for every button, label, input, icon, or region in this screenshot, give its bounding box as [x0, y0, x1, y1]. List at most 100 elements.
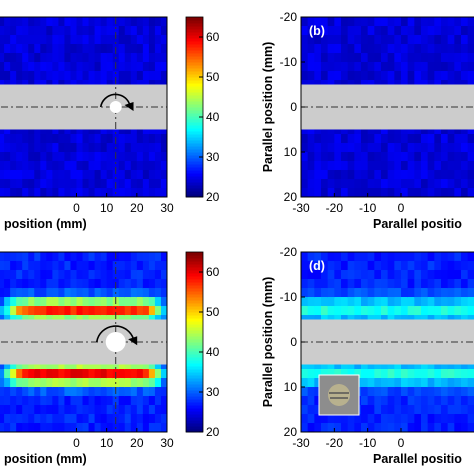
x-axis-label: Parallel positio: [373, 217, 462, 231]
cell: [367, 297, 375, 307]
cell: [361, 152, 369, 162]
cell: [148, 387, 156, 397]
colorbar-segment: [186, 333, 203, 337]
cell: [381, 62, 389, 72]
cell: [22, 53, 29, 63]
cell: [381, 261, 389, 271]
cell: [64, 17, 72, 27]
cell: [447, 188, 455, 197]
cell: [124, 270, 132, 280]
cell: [0, 62, 5, 72]
cell: [34, 270, 41, 280]
cell: [414, 44, 422, 54]
cell: [64, 279, 72, 289]
cell: [441, 279, 449, 289]
cell: [401, 35, 409, 45]
cell: [70, 279, 78, 289]
cell: [106, 252, 114, 262]
cell: [16, 360, 23, 370]
cell: [374, 152, 382, 162]
cell: [82, 143, 90, 153]
cell: [124, 143, 132, 153]
cell: [10, 26, 17, 36]
x-tick-label: 10: [100, 436, 114, 450]
colorbar-segment: [186, 116, 203, 120]
cell: [327, 161, 335, 171]
cell: [347, 369, 355, 379]
cell: [148, 188, 156, 197]
x-tick-label: -10: [359, 436, 377, 450]
cell: [46, 62, 53, 72]
cell: [34, 143, 41, 153]
cell: [112, 125, 120, 135]
cell: [334, 35, 342, 45]
cell: [58, 387, 66, 397]
colorbar-segment: [186, 176, 203, 180]
cell: [46, 179, 53, 189]
cell: [148, 252, 156, 262]
cell: [367, 134, 375, 144]
cell: [154, 252, 162, 262]
cell: [427, 44, 435, 54]
cell: [40, 134, 47, 144]
cell: [34, 170, 41, 180]
cell: [421, 360, 429, 370]
cell: [40, 188, 47, 197]
cell: [64, 161, 72, 171]
cell: [100, 369, 108, 379]
cell: [454, 188, 462, 197]
cell: [434, 288, 442, 298]
cell: [40, 405, 47, 415]
cell: [367, 252, 375, 262]
cell: [407, 179, 415, 189]
cell: [64, 387, 72, 397]
cell: [441, 17, 449, 27]
cell: [100, 53, 108, 63]
cell: [148, 405, 156, 415]
cell: [467, 306, 474, 316]
cell: [154, 288, 162, 298]
colorbar-segment: [186, 264, 203, 268]
cell: [407, 35, 415, 45]
cell: [414, 62, 422, 72]
cell: [22, 414, 29, 424]
cell: [321, 125, 329, 135]
colorbar-tick-label: 50: [206, 70, 220, 84]
cell: [154, 369, 162, 379]
cell: [454, 35, 462, 45]
cell: [130, 71, 138, 81]
cell: [118, 161, 126, 171]
cell: [94, 261, 102, 271]
cell: [307, 378, 315, 388]
cell: [354, 288, 362, 298]
cell: [387, 179, 395, 189]
cell: [82, 134, 90, 144]
cell: [361, 378, 369, 388]
cell: [334, 71, 342, 81]
cell: [301, 405, 309, 415]
cell: [136, 261, 144, 271]
cell: [112, 306, 120, 316]
y-tick-label: -10: [280, 55, 298, 69]
cell: [354, 143, 362, 153]
cell: [4, 387, 11, 397]
cell: [454, 26, 462, 36]
cell: [4, 405, 11, 415]
cell: [321, 179, 329, 189]
cell: [142, 143, 150, 153]
cell: [4, 188, 11, 197]
cell: [361, 261, 369, 271]
cell: [301, 134, 309, 144]
cell: [136, 405, 144, 415]
cell: [88, 17, 96, 27]
colorbar-tick-label: 20: [206, 425, 220, 439]
cell: [28, 387, 35, 397]
cell: [334, 423, 342, 432]
cell: [46, 188, 53, 197]
cell: [421, 26, 429, 36]
cell: [94, 252, 102, 262]
cell: [434, 261, 442, 271]
cell: [112, 360, 120, 370]
cell: [327, 53, 335, 63]
cell: [160, 152, 167, 162]
